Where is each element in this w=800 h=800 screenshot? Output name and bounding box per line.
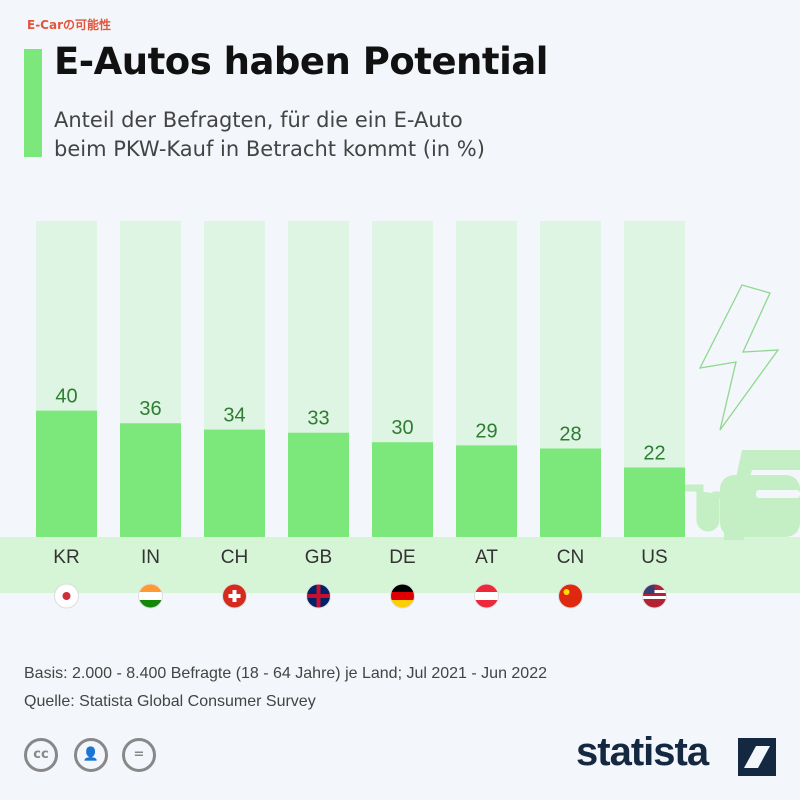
category-label: CH — [221, 547, 248, 568]
attribution-icon[interactable]: 👤 — [74, 738, 108, 772]
switzerland-flag-icon — [222, 583, 247, 609]
china-flag-icon — [558, 583, 583, 609]
subtitle-line-2: beim PKW-Kauf in Betracht kommt (in %) — [54, 137, 485, 161]
source-note: Quelle: Statista Global Consumer Survey — [24, 693, 316, 710]
statista-logo[interactable]: statista — [576, 730, 709, 774]
category-label: IN — [141, 547, 160, 568]
bar-US — [624, 467, 685, 537]
data-label: 34 — [223, 405, 245, 427]
category-label: CN — [557, 547, 584, 568]
category-band — [0, 537, 800, 593]
no-derivatives-icon[interactable]: = — [122, 738, 156, 772]
usa-flag-icon — [642, 583, 667, 609]
austria-flag-icon — [474, 583, 499, 609]
subtitle-line-1: Anteil der Befragten, für die ein E-Auto — [54, 108, 463, 132]
bar-DE — [372, 442, 433, 537]
footer-notes: Basis: 2.000 - 8.400 Befragte (18 - 64 J… — [24, 660, 547, 716]
data-label: 30 — [391, 417, 413, 439]
category-label: KR — [53, 547, 79, 568]
category-label: US — [641, 547, 667, 568]
bar-chart: 40 KR 36 IN 34 CH 33 GB 30 DE 29 AT 28 CN 22 US — [36, 221, 800, 609]
bar-GB — [288, 432, 349, 537]
category-label: GB — [305, 547, 332, 568]
data-label: 29 — [475, 420, 497, 442]
lightning-icon — [698, 284, 780, 431]
tag-label: E-Carの可能性 — [27, 18, 112, 32]
subtitle: Anteil der Befragten, für die ein E-Auto… — [54, 106, 485, 164]
title-accent-bar — [24, 49, 42, 157]
statista-logo-icon — [738, 738, 776, 776]
bar-KR — [36, 410, 97, 537]
data-label: 22 — [643, 442, 665, 464]
basis-note: Basis: 2.000 - 8.400 Befragte (18 - 64 J… — [24, 665, 547, 682]
india-flag-icon — [138, 583, 163, 609]
south-korea-flag-icon — [54, 583, 79, 609]
category-label: DE — [389, 547, 415, 568]
data-label: 40 — [55, 386, 77, 408]
data-label: 33 — [307, 408, 329, 430]
bar-CH — [204, 429, 265, 537]
category-label: AT — [475, 547, 498, 568]
bar-CN — [540, 448, 601, 537]
data-label: 36 — [139, 398, 161, 420]
germany-flag-icon — [390, 583, 415, 609]
cc-license-icon[interactable]: cc — [24, 738, 58, 772]
uk-flag-icon — [306, 583, 331, 609]
data-label: 28 — [559, 424, 581, 446]
bar-AT — [456, 445, 517, 537]
page-title: E-Autos haben Potential — [54, 40, 548, 83]
bar-IN — [120, 423, 181, 537]
